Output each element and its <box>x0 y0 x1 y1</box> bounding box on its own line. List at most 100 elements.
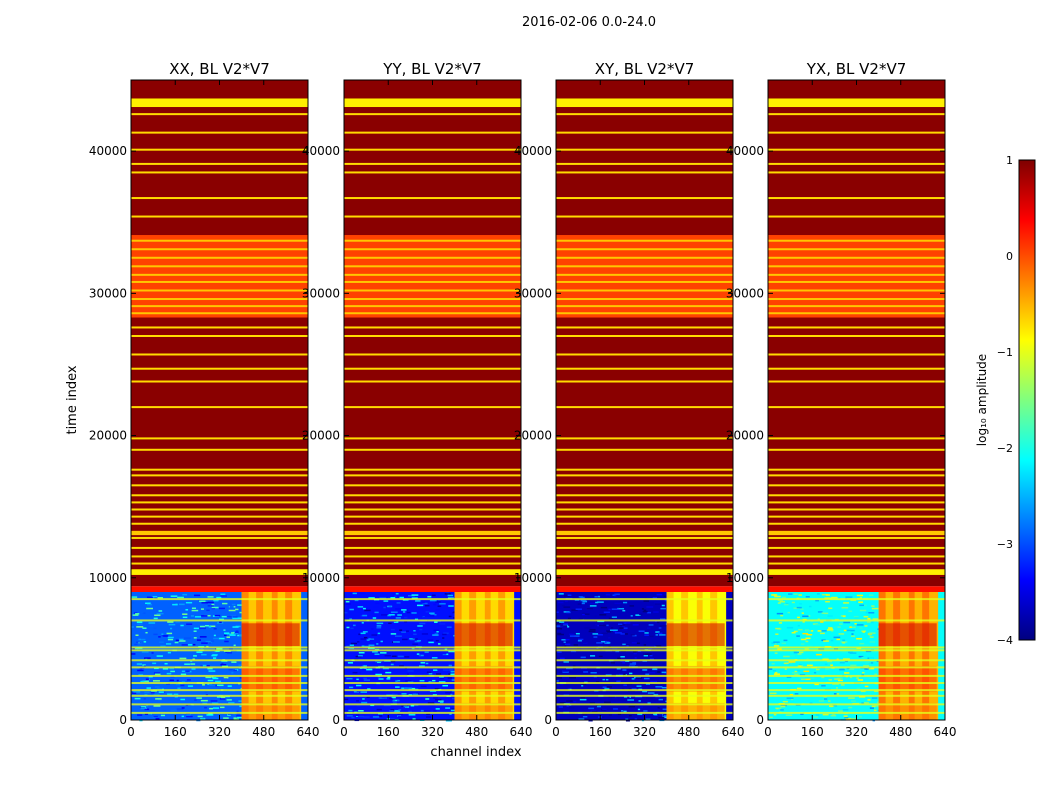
noise-speck <box>408 710 412 713</box>
band-stripe <box>556 248 733 251</box>
noise-speck <box>175 621 181 624</box>
noise-speck <box>344 698 349 701</box>
noise-speck <box>399 596 404 599</box>
x-tick-label: 0 <box>764 725 772 739</box>
band-stripe <box>131 239 308 242</box>
low-stripe <box>131 659 308 662</box>
noise-speck <box>229 634 236 636</box>
noise-speck <box>393 621 399 624</box>
noise-speck <box>411 612 417 614</box>
noise-speck <box>398 716 402 718</box>
noise-speck <box>378 678 384 680</box>
noise-speck <box>869 636 874 638</box>
active-block <box>878 702 937 720</box>
noise-speck <box>355 655 362 658</box>
noise-speck <box>145 602 151 605</box>
noise-speck <box>575 608 582 610</box>
noise-speck <box>662 716 668 719</box>
amplitude-band <box>556 98 733 108</box>
noise-speck <box>418 647 422 650</box>
noise-speck <box>564 643 571 646</box>
noise-speck <box>408 687 416 690</box>
x-tick-label: 0 <box>127 725 135 739</box>
low-stripe <box>768 666 945 669</box>
noise-speck <box>182 616 188 619</box>
noise-speck <box>153 617 158 620</box>
noise-speck <box>395 592 399 595</box>
band-stripe <box>131 312 308 315</box>
noise-speck <box>231 661 237 663</box>
noise-speck <box>141 638 146 641</box>
noise-speck <box>653 713 658 716</box>
noise-speck <box>573 644 579 646</box>
noise-speck <box>833 705 838 707</box>
noise-speck <box>820 615 828 618</box>
noise-speck <box>356 678 359 681</box>
noise-speck <box>823 612 829 615</box>
noise-speck <box>834 678 841 680</box>
low-stripe <box>131 666 308 669</box>
amplitude-band <box>768 569 945 575</box>
band-stripe <box>344 494 521 497</box>
noise-speck <box>211 654 217 657</box>
noise-speck <box>226 636 230 638</box>
noise-speck <box>207 601 214 604</box>
band-stripe <box>556 335 733 337</box>
noise-speck <box>221 662 224 665</box>
x-tick-label: 640 <box>722 725 745 739</box>
noise-speck <box>813 672 817 674</box>
noise-speck <box>803 670 810 673</box>
noise-speck <box>821 676 825 679</box>
noise-speck <box>780 704 788 707</box>
noise-speck <box>349 686 354 689</box>
noise-speck <box>618 601 626 603</box>
noise-speck <box>135 613 140 615</box>
noise-speck <box>142 612 146 614</box>
noise-speck <box>368 644 375 647</box>
noise-speck <box>374 611 379 614</box>
low-stripe <box>556 694 733 697</box>
noise-speck <box>429 690 437 692</box>
band-stripe <box>768 468 945 471</box>
noise-speck <box>344 611 348 614</box>
colorbar: 1 0 −1 −2 −3 −4 log₁₀ amplitude <box>975 154 1036 647</box>
noise-speck <box>136 641 141 644</box>
noise-speck <box>154 686 160 688</box>
active-block <box>241 623 300 647</box>
noise-speck <box>356 641 360 643</box>
noise-speck <box>153 627 157 629</box>
noise-speck <box>559 702 566 704</box>
noise-speck <box>146 603 152 606</box>
noise-speck <box>631 641 637 644</box>
noise-speck <box>414 618 419 621</box>
band-stripe <box>556 197 733 200</box>
noise-speck <box>350 642 358 645</box>
noise-speck <box>196 651 203 653</box>
noise-speck <box>239 634 244 637</box>
noise-speck <box>825 668 830 671</box>
noise-speck <box>435 609 440 611</box>
noise-speck <box>349 623 352 625</box>
band-stripe <box>344 448 521 451</box>
noise-speck <box>815 714 820 716</box>
noise-speck <box>208 683 213 686</box>
noise-speck <box>800 643 805 645</box>
noise-speck <box>155 698 162 700</box>
noise-speck <box>778 622 783 624</box>
noise-speck <box>207 679 214 682</box>
noise-speck <box>419 654 424 657</box>
noise-speck <box>180 698 186 701</box>
noise-speck <box>644 634 649 636</box>
band-stripe <box>768 197 945 200</box>
noise-speck <box>806 633 813 636</box>
band-stripe <box>131 273 308 276</box>
noise-speck <box>428 641 434 644</box>
colorbar-tick-label: −2 <box>997 442 1013 455</box>
noise-speck <box>356 700 359 702</box>
noise-speck <box>392 693 398 696</box>
noise-speck <box>788 661 796 663</box>
noise-speck <box>850 599 857 602</box>
noise-speck <box>406 611 411 614</box>
noise-speck <box>567 617 571 620</box>
noise-speck <box>631 688 637 690</box>
